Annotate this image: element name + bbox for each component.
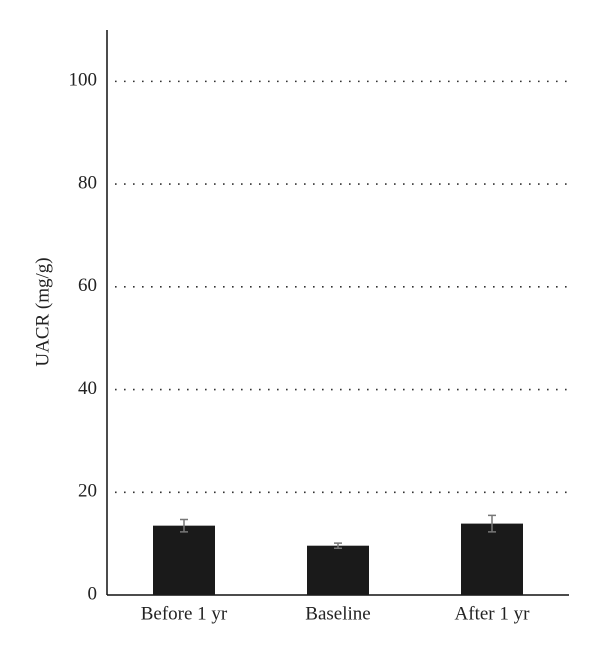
y-tick-label: 40 <box>78 378 97 399</box>
y-tick-label: 0 <box>88 583 98 604</box>
x-tick-label: Baseline <box>305 603 370 624</box>
error-bar <box>488 514 496 533</box>
bar <box>461 523 523 595</box>
y-tick-label: 60 <box>78 275 97 296</box>
y-tick-label: 20 <box>78 481 97 502</box>
x-tick-label: Before 1 yr <box>141 603 228 624</box>
y-axis-label: UACR (mg/g) <box>32 257 53 366</box>
x-tick-label: After 1 yr <box>455 603 531 624</box>
error-bar <box>180 518 188 533</box>
bar <box>307 545 369 595</box>
bar <box>153 525 215 595</box>
y-tick-label: 100 <box>69 70 98 91</box>
error-bar <box>334 542 342 550</box>
y-tick-label: 80 <box>78 172 97 193</box>
